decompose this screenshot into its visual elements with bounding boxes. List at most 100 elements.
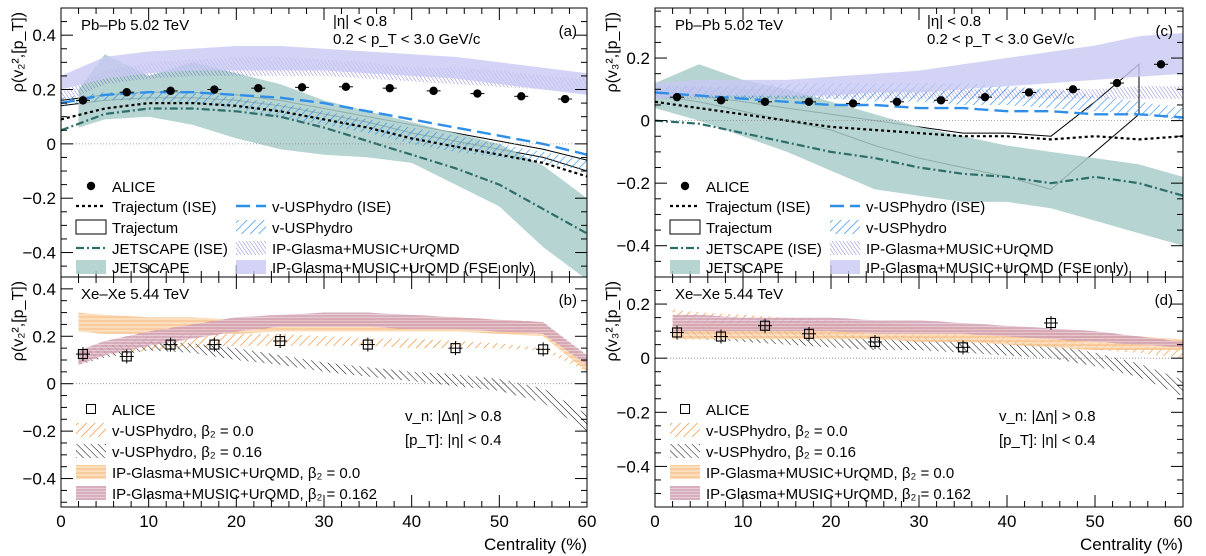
legend-swatch [236, 260, 266, 274]
alice-point [341, 82, 351, 91]
xtick-label: 10 [139, 512, 158, 531]
y-axis-label: ρ(v₂²,[p_T]) [10, 12, 27, 92]
legend-label: v-USPhydro, β₂ = 0.16 [706, 444, 856, 461]
series-trajectum-ise- [61, 102, 587, 178]
panel-a: −0.4 −0.2 0 0.2 0.4 ρ(v₂²,[p_T]) Pb–Pb 5.02 Te… [10, 7, 588, 278]
series-ip-glasma-music-urqmd-fse-only- [61, 46, 587, 95]
legend-marker [680, 181, 690, 191]
legend-label: IP-Glasma+MUSIC+UrQMD, β₂ = 0.0 [112, 465, 360, 482]
alice-point [804, 97, 814, 107]
legend-label: ALICE [112, 179, 155, 196]
alice-point [450, 343, 461, 354]
system-label: Xe–Xe 5.44 TeV [675, 286, 783, 303]
legend-swatch [669, 219, 701, 235]
ytick-label: 0.2 [32, 81, 56, 100]
legend-label: Trajectum [706, 220, 772, 237]
xtick-label: 0 [56, 512, 65, 531]
x-axis-label: Centrality (%) [1080, 535, 1183, 554]
series-v-usphydro-0-16 [672, 325, 1183, 397]
panel-label: (a) [559, 23, 577, 40]
alice-point [254, 83, 263, 93]
legend-swatch [830, 260, 860, 274]
plot-area-b [75, 312, 587, 432]
alice-point [210, 85, 219, 94]
legend-label: v-USPhydro [272, 220, 353, 237]
alice-point [1045, 317, 1057, 329]
xtick-label: 0 [650, 512, 659, 531]
ytick-label: 0 [641, 112, 650, 131]
legend-swatch [670, 465, 700, 479]
legend-label: IP-Glasma+MUSIC+UrQMD, β₂ = 0.162 [112, 486, 377, 503]
alice-point [980, 92, 990, 102]
series-v-usphydro-ise- [655, 91, 1183, 119]
plot-area-c [655, 33, 1183, 246]
y-axis-label: ρ(v₃²,[p_T]) [604, 12, 621, 93]
xtick-label: 20 [822, 512, 841, 531]
ytick-label: −0.2 [616, 174, 650, 193]
series-ip-glasma-music-urqmd-0-162 [672, 314, 1183, 348]
note-vn: v_n: |Δη| > 0.8 [999, 408, 1096, 425]
xtick-label: 60 [1174, 512, 1193, 531]
system-label: Pb–Pb 5.02 TeV [81, 17, 189, 34]
alice-point [560, 94, 570, 104]
alice-point [1156, 60, 1166, 69]
system-label: Xe–Xe 5.44 TeV [81, 286, 189, 303]
legend-marker [680, 404, 690, 414]
legend-label: Trajectum [112, 220, 178, 237]
alice-point [165, 339, 176, 350]
panel-label: (b) [559, 292, 577, 309]
alice-point [517, 92, 526, 101]
alice-point [869, 336, 881, 347]
legend-label: Trajectum (ISE) [706, 199, 810, 216]
legend-label: ALICE [112, 402, 155, 419]
legend-label: v-USPhydro, β₂ = 0.16 [112, 444, 262, 461]
alice-point [297, 83, 307, 92]
alice-point [672, 92, 682, 102]
series-alice [75, 82, 573, 105]
alice-point [759, 320, 771, 331]
series-ip-glasma-music-urqmd-fse-only- [655, 33, 1183, 99]
series-jetscape-ise- [655, 119, 1183, 197]
alice-point [362, 339, 373, 350]
legend-label: IP-Glasma+MUSIC+UrQMD (FSE only) [866, 260, 1129, 277]
alice-point [385, 83, 394, 93]
series-jetscape-ise- [61, 107, 587, 235]
legend-label: IP-Glasma+MUSIC+UrQMD [866, 241, 1054, 258]
legend-marker [86, 404, 96, 414]
alice-point [429, 86, 438, 96]
ytick-label: 0 [641, 349, 650, 368]
alice-point [1024, 88, 1034, 97]
series-v-usphydro-ise- [61, 91, 587, 156]
cut-eta: |η| < 0.8 [927, 13, 981, 30]
legend-label: IP-Glasma+MUSIC+UrQMD [272, 241, 460, 258]
alice-point [538, 344, 549, 355]
series-alice [670, 316, 1058, 355]
legend-swatch [76, 444, 106, 458]
legend-d: ALICE v-USPhydro, β₂ = 0.0 v-USPhydro, β₂ … [670, 402, 971, 503]
ytick-label: 0.4 [32, 26, 56, 45]
series-v-usphydro [61, 92, 587, 171]
series-ip-glasma-music-urqmd-0-162 [78, 312, 587, 365]
ytick-label: 0.2 [626, 49, 650, 68]
alice-point [715, 331, 727, 342]
legend-swatch [670, 423, 700, 437]
alice-point [716, 96, 726, 105]
series-alice [670, 60, 1168, 108]
alice-point [848, 99, 858, 108]
alice-point [1112, 78, 1122, 88]
alice-point [936, 96, 946, 105]
x-axis-label: Centrality (%) [484, 535, 587, 554]
legend-label: v-USPhydro (ISE) [866, 199, 985, 216]
legend-label: v-USPhydro (ISE) [272, 199, 391, 216]
legend-swatch [76, 465, 106, 479]
ytick-label: 0 [47, 375, 56, 394]
ytick-label: 0 [47, 135, 56, 154]
legend-label: Trajectum (ISE) [112, 199, 216, 216]
xtick-label: 60 [578, 512, 597, 531]
xtick-label: 40 [998, 512, 1017, 531]
series-trajectum-ise- [655, 100, 1183, 141]
legend-swatch [670, 486, 700, 500]
legend-label: IP-Glasma+MUSIC+UrQMD, β₂ = 0.0 [706, 465, 954, 482]
legend-label: JETSCAPE (ISE) [706, 241, 822, 258]
